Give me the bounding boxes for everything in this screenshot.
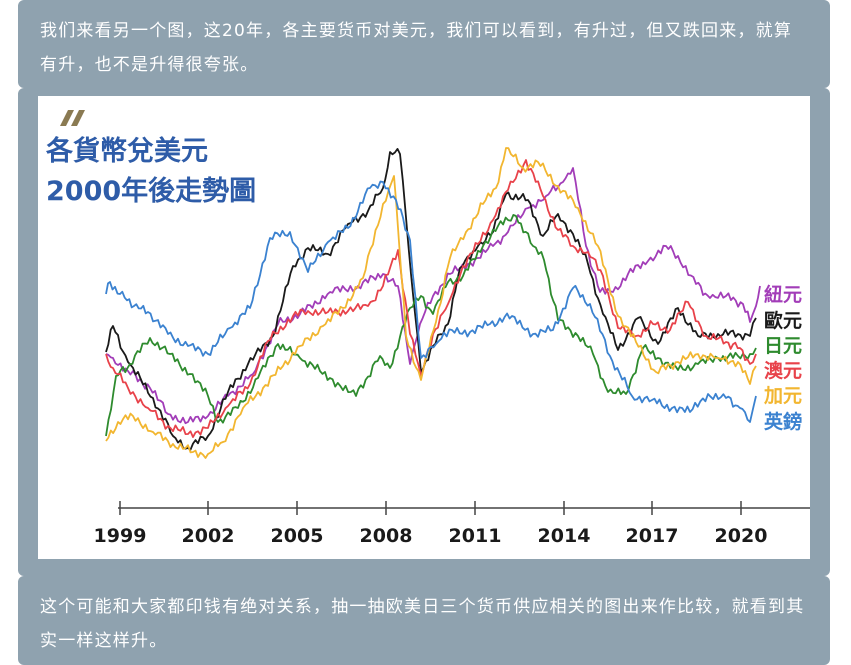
legend-label-5: 英鎊 [764, 410, 802, 433]
x-tick-label-2014: 2014 [538, 525, 591, 547]
logo-stripe-2 [71, 110, 85, 126]
logo-stripe-1 [60, 110, 74, 126]
legend-label-1: 歐元 [764, 309, 802, 332]
x-tick-label-2008: 2008 [360, 525, 413, 547]
x-tick-label-2017: 2017 [626, 525, 679, 547]
series-line-4 [105, 147, 757, 459]
x-axis-ticks: 1999 2002 2005 2008 2011 2014 2017 2020 [94, 501, 768, 547]
legend-label-4: 加元 [763, 385, 802, 407]
series-layer [105, 147, 761, 459]
chart-svg: 各貨幣兌美元 2000年後走勢圖 1999 2002 2005 2008 2011 201… [45, 110, 810, 547]
bottom-paragraph: 这个可能和大家都印钱有绝对关系，抽一抽欧美日三个货币供应相关的图出来作比较，就看… [40, 597, 805, 651]
legend-label-3: 澳元 [764, 359, 802, 382]
chart-title-line1: 各貨幣兌美元 [45, 135, 208, 167]
top-text-panel: 我们来看另一个图，这20年，各主要货币对美元，我们可以看到，有升过，但又跌回来，… [18, 0, 830, 88]
series-line-2 [105, 214, 757, 437]
chart-title-line2: 2000年後走勢圖 [46, 175, 256, 207]
top-paragraph: 我们来看另一个图，这20年，各主要货币对美元，我们可以看到，有升过，但又跌回来，… [40, 21, 793, 75]
series-line-1 [105, 148, 757, 451]
series-line-5 [105, 180, 757, 423]
legend-label-2: 日元 [764, 335, 802, 357]
x-tick-label-2011: 2011 [449, 525, 502, 547]
logo-mark [60, 110, 85, 126]
x-tick-label-2020: 2020 [715, 525, 768, 547]
x-tick-label-1999: 1999 [94, 525, 147, 547]
legend-label-0: 紐元 [764, 283, 802, 306]
x-tick-label-2002: 2002 [182, 525, 235, 547]
currency-chart: 各貨幣兌美元 2000年後走勢圖 1999 2002 2005 2008 2011 201… [38, 96, 810, 559]
x-tick-label-2005: 2005 [271, 525, 324, 547]
bottom-text-panel: 这个可能和大家都印钱有绝对关系，抽一抽欧美日三个货币供应相关的图出来作比较，就看… [18, 576, 830, 665]
